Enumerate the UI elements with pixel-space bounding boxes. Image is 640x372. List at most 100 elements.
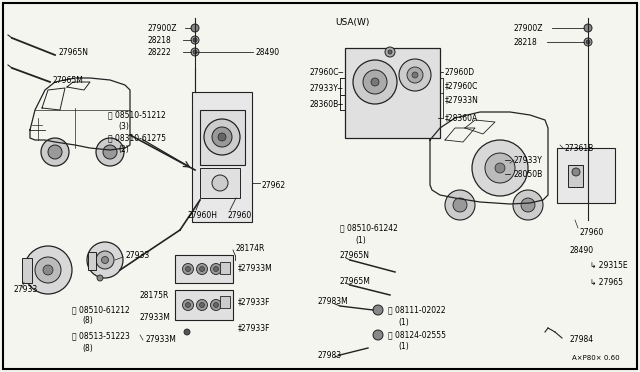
Text: A×P80× 0.60: A×P80× 0.60 <box>572 355 620 361</box>
Circle shape <box>102 257 109 263</box>
Text: 28490: 28490 <box>570 246 594 254</box>
Text: 27960H: 27960H <box>188 211 218 219</box>
Circle shape <box>385 47 395 57</box>
Circle shape <box>572 168 580 176</box>
Circle shape <box>214 302 218 308</box>
Circle shape <box>193 38 197 42</box>
Circle shape <box>371 78 379 86</box>
Circle shape <box>353 60 397 104</box>
Text: (1): (1) <box>398 317 409 327</box>
Text: Ⓢ 08510-51212: Ⓢ 08510-51212 <box>108 110 166 119</box>
Text: 28490: 28490 <box>255 48 279 57</box>
Text: ↳ 29315E: ↳ 29315E <box>590 260 628 269</box>
Circle shape <box>388 50 392 54</box>
Circle shape <box>407 67 423 83</box>
Circle shape <box>184 329 190 335</box>
Bar <box>220 262 230 274</box>
Text: 27960D: 27960D <box>445 67 475 77</box>
Circle shape <box>472 140 528 196</box>
Circle shape <box>96 251 114 269</box>
Circle shape <box>24 246 72 294</box>
Circle shape <box>373 330 383 340</box>
Text: 27960: 27960 <box>228 211 252 219</box>
Circle shape <box>586 40 590 44</box>
Circle shape <box>200 266 205 272</box>
Text: 27984: 27984 <box>570 336 594 344</box>
Circle shape <box>186 302 191 308</box>
Text: 27933: 27933 <box>125 250 149 260</box>
Circle shape <box>191 36 199 44</box>
Circle shape <box>485 153 515 183</box>
Text: 27960: 27960 <box>580 228 604 237</box>
Text: 27933M: 27933M <box>145 336 176 344</box>
Text: (1): (1) <box>355 235 365 244</box>
Circle shape <box>43 265 53 275</box>
Circle shape <box>182 299 193 311</box>
Circle shape <box>584 24 592 32</box>
Text: 28218: 28218 <box>514 38 538 46</box>
Text: ↳ 27965: ↳ 27965 <box>590 278 623 286</box>
Circle shape <box>214 266 218 272</box>
Text: ‡27933F: ‡27933F <box>238 298 271 307</box>
Circle shape <box>200 302 205 308</box>
Text: 27965M: 27965M <box>52 76 83 84</box>
Circle shape <box>584 38 592 46</box>
Text: ‡27933N: ‡27933N <box>445 96 479 105</box>
Text: ‡27933F: ‡27933F <box>238 324 271 333</box>
Text: (8): (8) <box>82 317 93 326</box>
Circle shape <box>204 119 240 155</box>
Circle shape <box>399 59 431 91</box>
Circle shape <box>35 257 61 283</box>
Circle shape <box>412 72 418 78</box>
Text: 28175R: 28175R <box>140 291 170 299</box>
Text: 27960C─: 27960C─ <box>310 67 344 77</box>
Bar <box>345 48 440 138</box>
Circle shape <box>97 275 103 281</box>
Bar <box>88 252 96 270</box>
Text: ‡28360A: ‡28360A <box>445 113 478 122</box>
Circle shape <box>373 305 383 315</box>
Circle shape <box>363 70 387 94</box>
Bar <box>200 110 245 165</box>
Circle shape <box>103 145 117 159</box>
Circle shape <box>191 24 199 32</box>
Bar <box>175 290 233 320</box>
Circle shape <box>212 175 228 191</box>
Circle shape <box>186 266 191 272</box>
Text: 27962: 27962 <box>262 180 286 189</box>
Text: Ⓑ 08111-02022: Ⓑ 08111-02022 <box>388 305 445 314</box>
Text: 27900Z: 27900Z <box>514 23 543 32</box>
Circle shape <box>182 263 193 275</box>
Circle shape <box>513 190 543 220</box>
Text: Ⓢ 08513-51223: Ⓢ 08513-51223 <box>72 331 130 340</box>
Text: 27361B: 27361B <box>565 144 595 153</box>
Circle shape <box>193 50 197 54</box>
Circle shape <box>212 127 232 147</box>
Bar <box>175 255 233 283</box>
Circle shape <box>445 190 475 220</box>
Circle shape <box>41 138 69 166</box>
Circle shape <box>211 299 221 311</box>
Circle shape <box>196 299 207 311</box>
Text: USA(W): USA(W) <box>335 17 369 26</box>
Text: (8): (8) <box>82 343 93 353</box>
Bar <box>200 168 240 198</box>
Bar <box>192 92 252 222</box>
Text: ‡27933M: ‡27933M <box>238 263 273 273</box>
Text: (1): (1) <box>398 343 409 352</box>
Text: 27983: 27983 <box>318 350 342 359</box>
Text: (3): (3) <box>118 122 129 131</box>
Circle shape <box>495 163 505 173</box>
Circle shape <box>196 263 207 275</box>
Text: Ⓢ 08510-61212: Ⓢ 08510-61212 <box>72 305 130 314</box>
Text: 27933Y─: 27933Y─ <box>310 83 344 93</box>
Text: Ⓢ 08510-61242: Ⓢ 08510-61242 <box>340 224 398 232</box>
Bar <box>557 148 615 203</box>
Circle shape <box>96 138 124 166</box>
Circle shape <box>211 263 221 275</box>
Text: 27965N: 27965N <box>340 251 370 260</box>
Text: Ⓑ 08124-02555: Ⓑ 08124-02555 <box>388 330 446 340</box>
Text: ‡27960C: ‡27960C <box>445 81 478 90</box>
Bar <box>568 165 583 187</box>
Text: Ⓢ 08310-61275: Ⓢ 08310-61275 <box>108 134 166 142</box>
